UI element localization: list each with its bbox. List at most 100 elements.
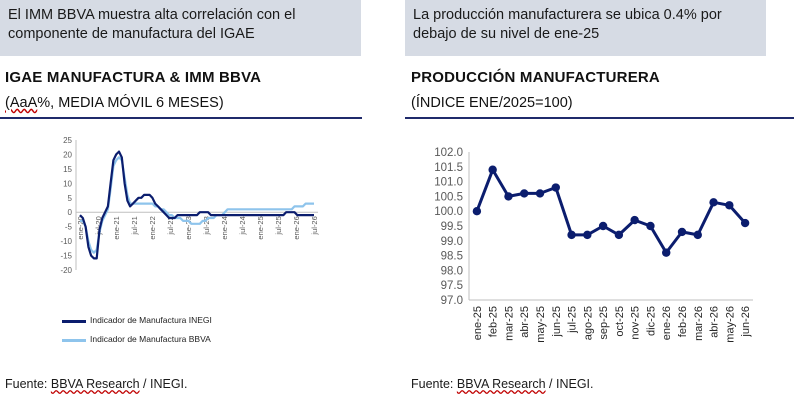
- legend-swatch-bbva: [62, 339, 86, 342]
- left-y-tick-label: 25: [63, 136, 72, 145]
- right-x-tick-label: dic-25: [645, 306, 657, 336]
- left-x-tick-label: ene-23: [184, 216, 193, 239]
- left-x-tick-label: ene-25: [256, 216, 265, 239]
- left-source: Fuente: BBVA Research / INEGI.: [5, 377, 188, 391]
- left-callout-text: El IMM BBVA muestra alta correlación con…: [8, 7, 296, 42]
- right-y-tick-label: 100.0: [434, 206, 463, 218]
- left-chart: -20 -15 -10 -5 0 5 10 15 20 25 ene-20 jul-20 ene-21 j…: [60, 136, 319, 275]
- left-y-tick-label: 0: [68, 208, 73, 217]
- data-point-marker: [567, 230, 576, 240]
- data-point-marker: [725, 201, 734, 210]
- right-callout-text: La producción manufacturera se ubica 0.4…: [413, 7, 722, 42]
- right-y-tick-label: 99.0: [441, 236, 463, 248]
- right-y-tick-label: 102.0: [434, 147, 463, 159]
- data-point-marker: [662, 248, 671, 257]
- right-source-prefix: Fuente:: [411, 377, 457, 391]
- right-chart: 97.0 97.5 98.0 98.5 99.0 99.5 100.0 100.5 101.0 1…: [434, 147, 753, 343]
- right-x-tick-label: may-25: [535, 306, 547, 343]
- data-point-marker: [693, 230, 702, 240]
- right-x-tick-label: abr-26: [709, 306, 721, 338]
- right-y-tick-label: 100.5: [434, 191, 463, 203]
- right-source: Fuente: BBVA Research / INEGI.: [411, 377, 594, 391]
- series-line-produccion: [475, 168, 747, 255]
- data-point-marker: [677, 227, 687, 237]
- right-x-tick-label: jun-25: [551, 306, 563, 338]
- right-x-tick-label: jul-25: [567, 306, 579, 334]
- data-point-marker: [630, 215, 639, 225]
- right-x-tick-label: ago-25: [582, 306, 594, 340]
- right-x-tick-label: feb-26: [677, 306, 689, 337]
- left-y-tick-label: 5: [68, 194, 73, 203]
- left-x-tick-label: ene-22: [148, 216, 157, 239]
- data-point-marker: [646, 221, 655, 231]
- right-callout-box: La producción manufacturera se ubica 0.4…: [405, 0, 766, 56]
- right-source-brand: BBVA Research: [456, 377, 546, 391]
- left-y-tick-label: 15: [63, 165, 72, 174]
- legend-swatch-inegi: [62, 320, 86, 323]
- left-y-tick-label: 10: [63, 179, 72, 188]
- left-title-rule: [0, 117, 362, 119]
- right-x-tick-label: jun-26: [740, 306, 752, 338]
- right-y-tick-label: 101.0: [434, 177, 463, 189]
- left-x-tick-label: jul-25: [274, 216, 283, 235]
- data-point-marker: [709, 198, 718, 207]
- left-x-tick-label: jul-22: [166, 216, 175, 235]
- right-source-suffix: / INEGI.: [545, 377, 594, 391]
- left-x-tick-label: jul-23: [202, 216, 211, 235]
- right-x-tick-label: ene-26: [661, 306, 673, 340]
- right-x-tick-label: mar-25: [503, 306, 515, 341]
- left-y-tick-label: 20: [63, 150, 72, 159]
- left-y-tick-label: -10: [60, 237, 72, 246]
- left-x-tick-label: jul-24: [238, 216, 247, 235]
- data-point-marker: [472, 207, 482, 216]
- data-point-marker: [535, 189, 545, 198]
- right-x-tick-label: may-26: [724, 306, 736, 343]
- data-point-marker: [583, 230, 592, 240]
- legend-label-bbva: Indicador de Manufactura BBVA: [90, 334, 211, 344]
- right-x-tick-label: sep-25: [598, 306, 610, 340]
- data-point-marker: [598, 221, 608, 231]
- series-line-inegi: [79, 150, 314, 260]
- left-subtitle-rest: %, MEDIA MÓVIL 6 MESES): [37, 95, 224, 111]
- right-x-tick-label: mar-26: [693, 306, 705, 341]
- right-chart-subtitle: (ÍNDICE ENE/2025=100): [411, 95, 573, 111]
- left-x-tick-label: ene-21: [112, 216, 121, 239]
- right-chart-title: PRODUCCIÓN MANUFACTURERA: [411, 69, 660, 86]
- right-title-rule: [405, 117, 794, 119]
- left-source-brand: BBVA Research: [50, 377, 140, 391]
- left-x-tick-label: jul-21: [130, 216, 139, 235]
- left-x-tick-label: ene-20: [76, 216, 85, 239]
- left-y-tick-label: -5: [65, 223, 73, 232]
- right-y-tick-label: 97.5: [441, 280, 463, 292]
- data-point-marker: [551, 183, 560, 192]
- left-x-tick-label: ene-24: [220, 216, 229, 239]
- right-y-tick-label: 101.5: [434, 162, 463, 174]
- data-point-marker: [504, 192, 513, 201]
- data-point-marker: [488, 165, 497, 174]
- left-source-prefix: Fuente:: [5, 377, 51, 391]
- left-subtitle-aaa: (AaA: [5, 95, 38, 111]
- series-line-bbva: [80, 156, 314, 254]
- right-y-tick-label: 98.0: [441, 265, 463, 277]
- left-y-tick-label: -20: [60, 266, 72, 275]
- left-callout-box: El IMM BBVA muestra alta correlación con…: [0, 0, 361, 56]
- legend-label-inegi: Indicador de Manufactura INEGI: [90, 315, 212, 325]
- left-x-tick-label: ene-26: [292, 216, 301, 239]
- left-y-tick-label: -15: [60, 252, 72, 261]
- left-chart-title: IGAE MANUFACTURA & IMM BBVA: [5, 69, 262, 86]
- right-y-tick-label: 98.5: [441, 251, 463, 263]
- data-point-marker: [740, 218, 750, 228]
- left-x-tick-label: jul-26: [310, 216, 319, 235]
- right-x-tick-label: abr-25: [519, 306, 531, 338]
- left-source-suffix: / INEGI.: [139, 377, 188, 391]
- right-y-tick-label: 99.5: [441, 221, 463, 233]
- left-chart-subtitle: (AaA%, MEDIA MÓVIL 6 MESES): [5, 95, 224, 111]
- data-point-marker: [614, 230, 624, 240]
- left-x-tick-label: jul-20: [94, 216, 103, 235]
- right-x-tick-label: ene-25: [472, 306, 484, 340]
- data-point-marker: [520, 189, 529, 198]
- right-x-tick-label: oct-25: [614, 306, 626, 337]
- right-x-tick-label: feb-25: [488, 306, 500, 337]
- right-y-tick-label: 97.0: [441, 295, 463, 307]
- right-x-tick-label: nov-25: [630, 306, 642, 340]
